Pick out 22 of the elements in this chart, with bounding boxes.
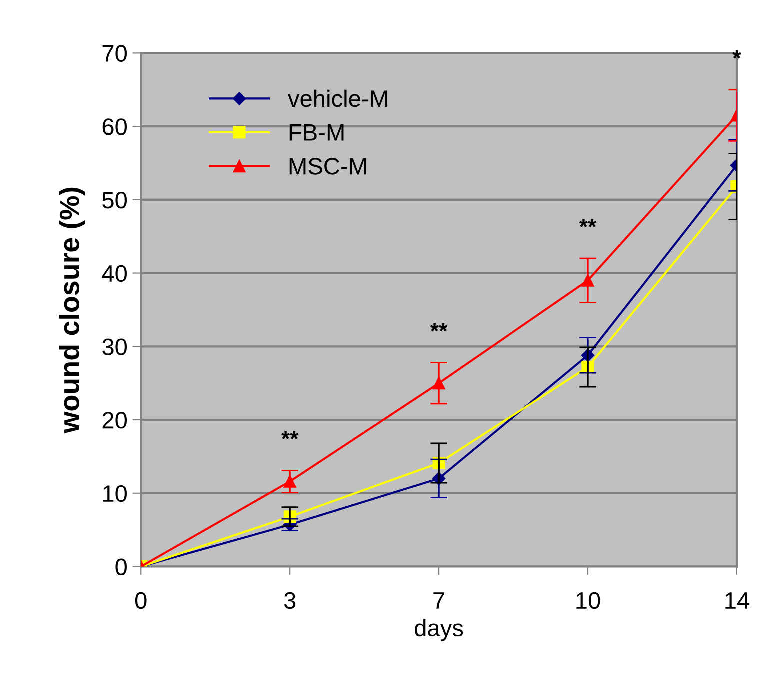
y-tick-label: 10 bbox=[103, 485, 128, 502]
y-axis-title: wound closure (%) bbox=[59, 188, 85, 434]
x-tick-label: 0 bbox=[135, 592, 147, 610]
y-tick-label: 50 bbox=[102, 192, 128, 209]
annotation: ** bbox=[430, 323, 448, 332]
y-tick-label: 20 bbox=[102, 412, 128, 429]
x-tick-label: 3 bbox=[284, 592, 296, 610]
x-tick-label: 10 bbox=[576, 592, 600, 610]
x-tick-label: 7 bbox=[434, 592, 444, 609]
legend-label: vehicle-M bbox=[288, 90, 388, 108]
x-axis-title: days bbox=[415, 619, 464, 642]
y-tick-label: 60 bbox=[102, 118, 128, 136]
annotation: ** bbox=[281, 431, 299, 440]
y-tick-label: 30 bbox=[102, 338, 128, 356]
y-tick-label: 70 bbox=[102, 45, 128, 62]
annotation: * bbox=[732, 50, 742, 59]
y-tick-label: 0 bbox=[116, 558, 128, 576]
legend-label: FB-M bbox=[290, 124, 344, 141]
y-tick-label: 40 bbox=[102, 265, 128, 282]
legend-label: MSC-M bbox=[290, 158, 366, 175]
annotation: ** bbox=[579, 219, 597, 228]
x-tick-label: 14 bbox=[726, 592, 750, 609]
